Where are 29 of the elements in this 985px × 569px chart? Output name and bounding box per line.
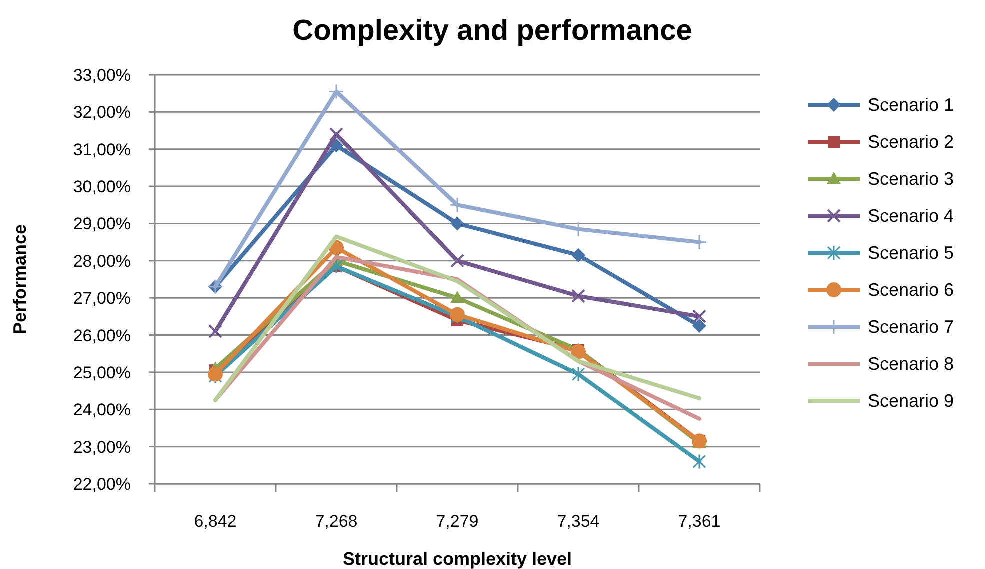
- y-tick-label: 25,00%: [73, 363, 131, 382]
- x-tick-label: 7,279: [436, 512, 479, 531]
- legend-label: Scenario 5: [868, 243, 954, 263]
- y-tick-label: 28,00%: [73, 252, 131, 271]
- y-tick-label: 32,00%: [73, 103, 131, 122]
- legend-label: Scenario 2: [868, 132, 954, 152]
- x-tick-label: 7,354: [557, 512, 600, 531]
- legend-label: Scenario 3: [868, 169, 954, 189]
- legend-label: Scenario 9: [868, 391, 954, 411]
- y-tick-label: 30,00%: [73, 178, 131, 197]
- y-tick-label: 33,00%: [73, 66, 131, 85]
- x-tick-label: 7,361: [678, 512, 721, 531]
- y-tick-label: 26,00%: [73, 326, 131, 346]
- x-axis-title: Structural complexity level: [342, 549, 572, 569]
- legend-label: Scenario 7: [868, 317, 954, 337]
- x-tick-label: 7,268: [315, 512, 358, 531]
- chart-title: Complexity and performance: [292, 15, 692, 47]
- y-tick-label: 27,00%: [73, 289, 131, 308]
- y-tick-label: 24,00%: [73, 400, 131, 420]
- y-tick-label: 22,00%: [73, 475, 131, 494]
- y-tick-label: 31,00%: [73, 140, 131, 160]
- y-tick-label: 29,00%: [73, 214, 131, 234]
- legend-label: Scenario 6: [868, 280, 954, 300]
- y-tick-label: 23,00%: [73, 438, 131, 457]
- legend-label: Scenario 1: [868, 95, 954, 115]
- x-tick-label: 6,842: [194, 512, 237, 531]
- legend-label: Scenario 4: [868, 206, 954, 226]
- legend-label: Scenario 8: [868, 354, 954, 374]
- y-axis-title: Performance: [10, 224, 30, 335]
